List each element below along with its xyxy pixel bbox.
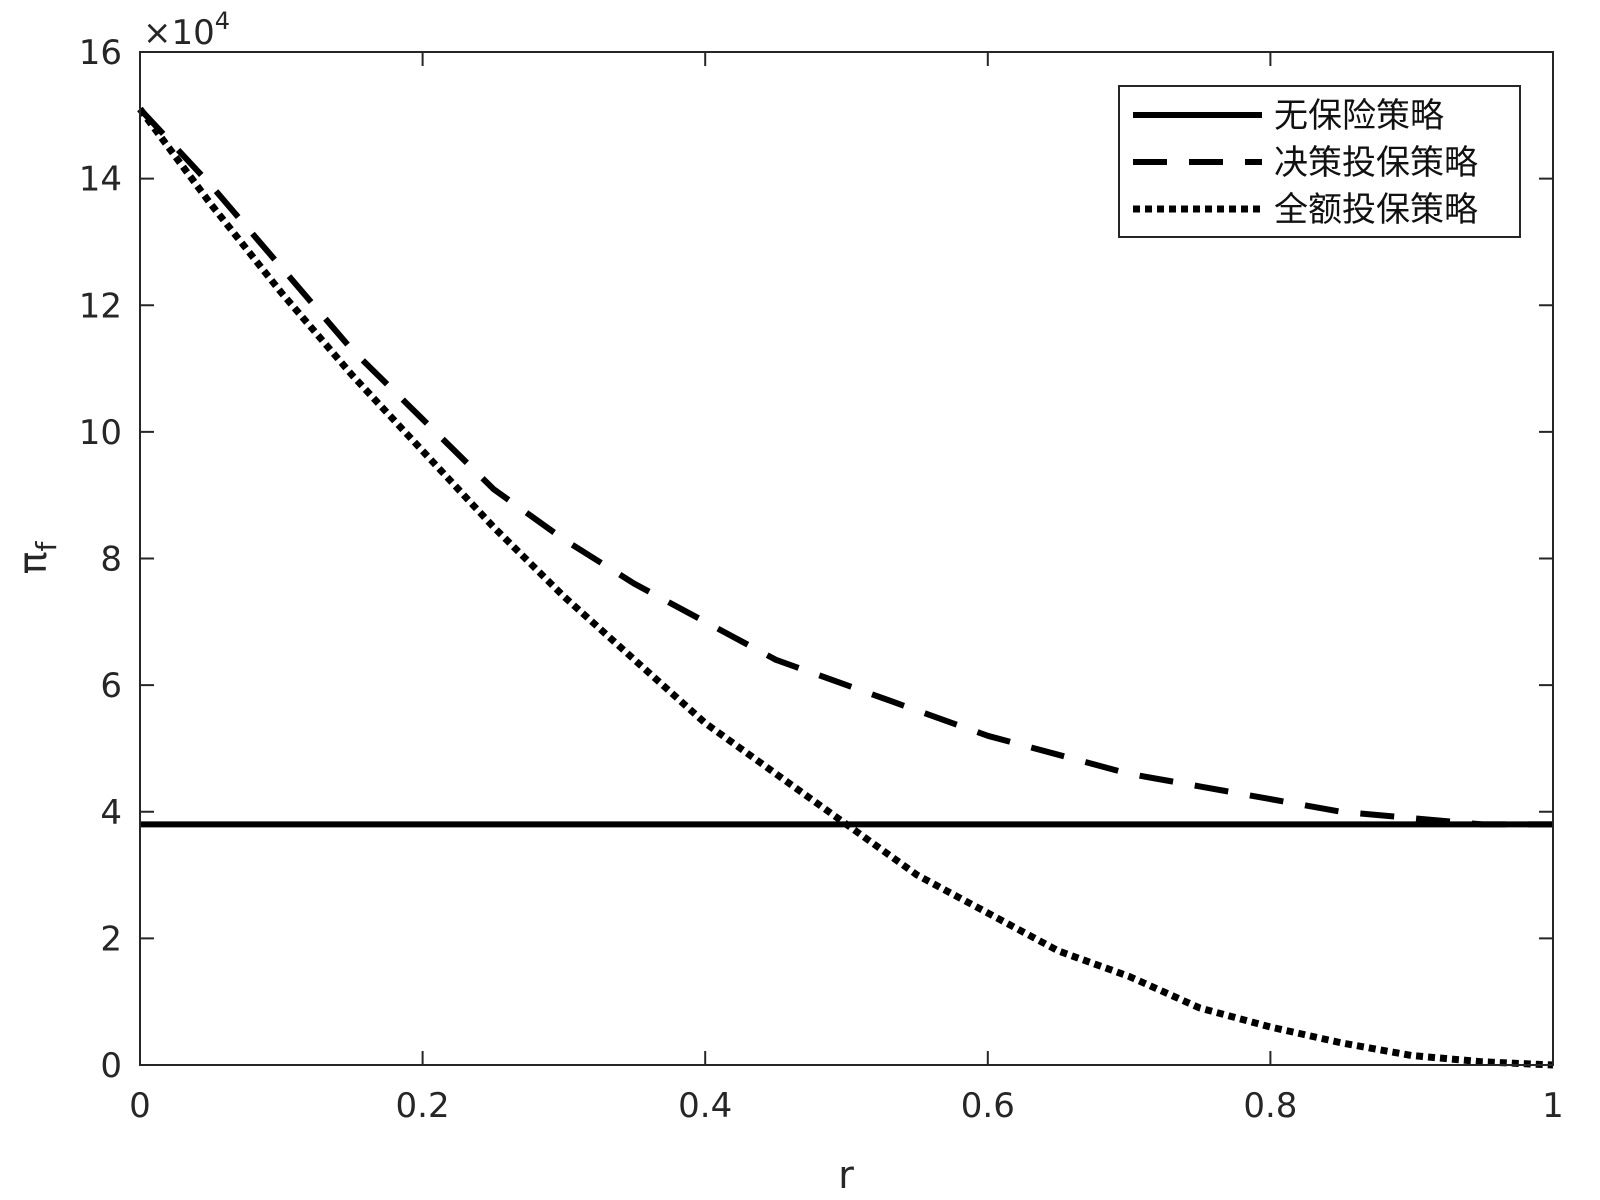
y-tick-label: 8	[100, 540, 122, 580]
y-axis-label-subscript: f	[30, 540, 63, 551]
x-tick-label: 0.2	[396, 1086, 450, 1126]
x-tick-label: 0.4	[678, 1086, 732, 1126]
legend-label: 决策投保策略	[1274, 143, 1478, 183]
y-tick-label: 12	[79, 286, 122, 326]
series-layer	[137, 106, 1554, 1069]
legend-label: 全额投保策略	[1274, 190, 1478, 230]
x-tick-label: 0.6	[961, 1086, 1015, 1126]
x-tick-label: 0	[129, 1086, 151, 1126]
y-tick-label: 16	[79, 33, 122, 73]
y-axis-multiplier-base: ×10	[143, 13, 215, 53]
x-axis-label: r	[838, 1153, 854, 1197]
x-tick-label: 1	[1542, 1086, 1564, 1126]
series-line-dashed	[137, 106, 1553, 828]
x-axis-ticks: 0 0.2 0.4 0.6 0.8 1	[129, 52, 1564, 1126]
y-axis-label-symbol: π	[11, 551, 55, 574]
y-axis-ticks: 0 2 4 6 8 10 12 14 16	[79, 33, 1553, 1086]
y-tick-label: 4	[100, 793, 122, 833]
y-tick-label: 10	[79, 413, 122, 453]
y-axis-label: πf	[11, 540, 63, 574]
y-tick-label: 2	[100, 919, 122, 959]
y-tick-label: 0	[100, 1046, 122, 1086]
y-axis-multiplier-exponent: 4	[215, 7, 230, 35]
legend-label: 无保险策略	[1274, 96, 1444, 136]
series-line-dotted	[137, 106, 1554, 1069]
y-axis-multiplier: ×104	[143, 7, 230, 53]
y-tick-label: 6	[100, 666, 122, 706]
y-tick-label: 14	[79, 160, 122, 200]
x-tick-label: 0.8	[1243, 1086, 1297, 1126]
